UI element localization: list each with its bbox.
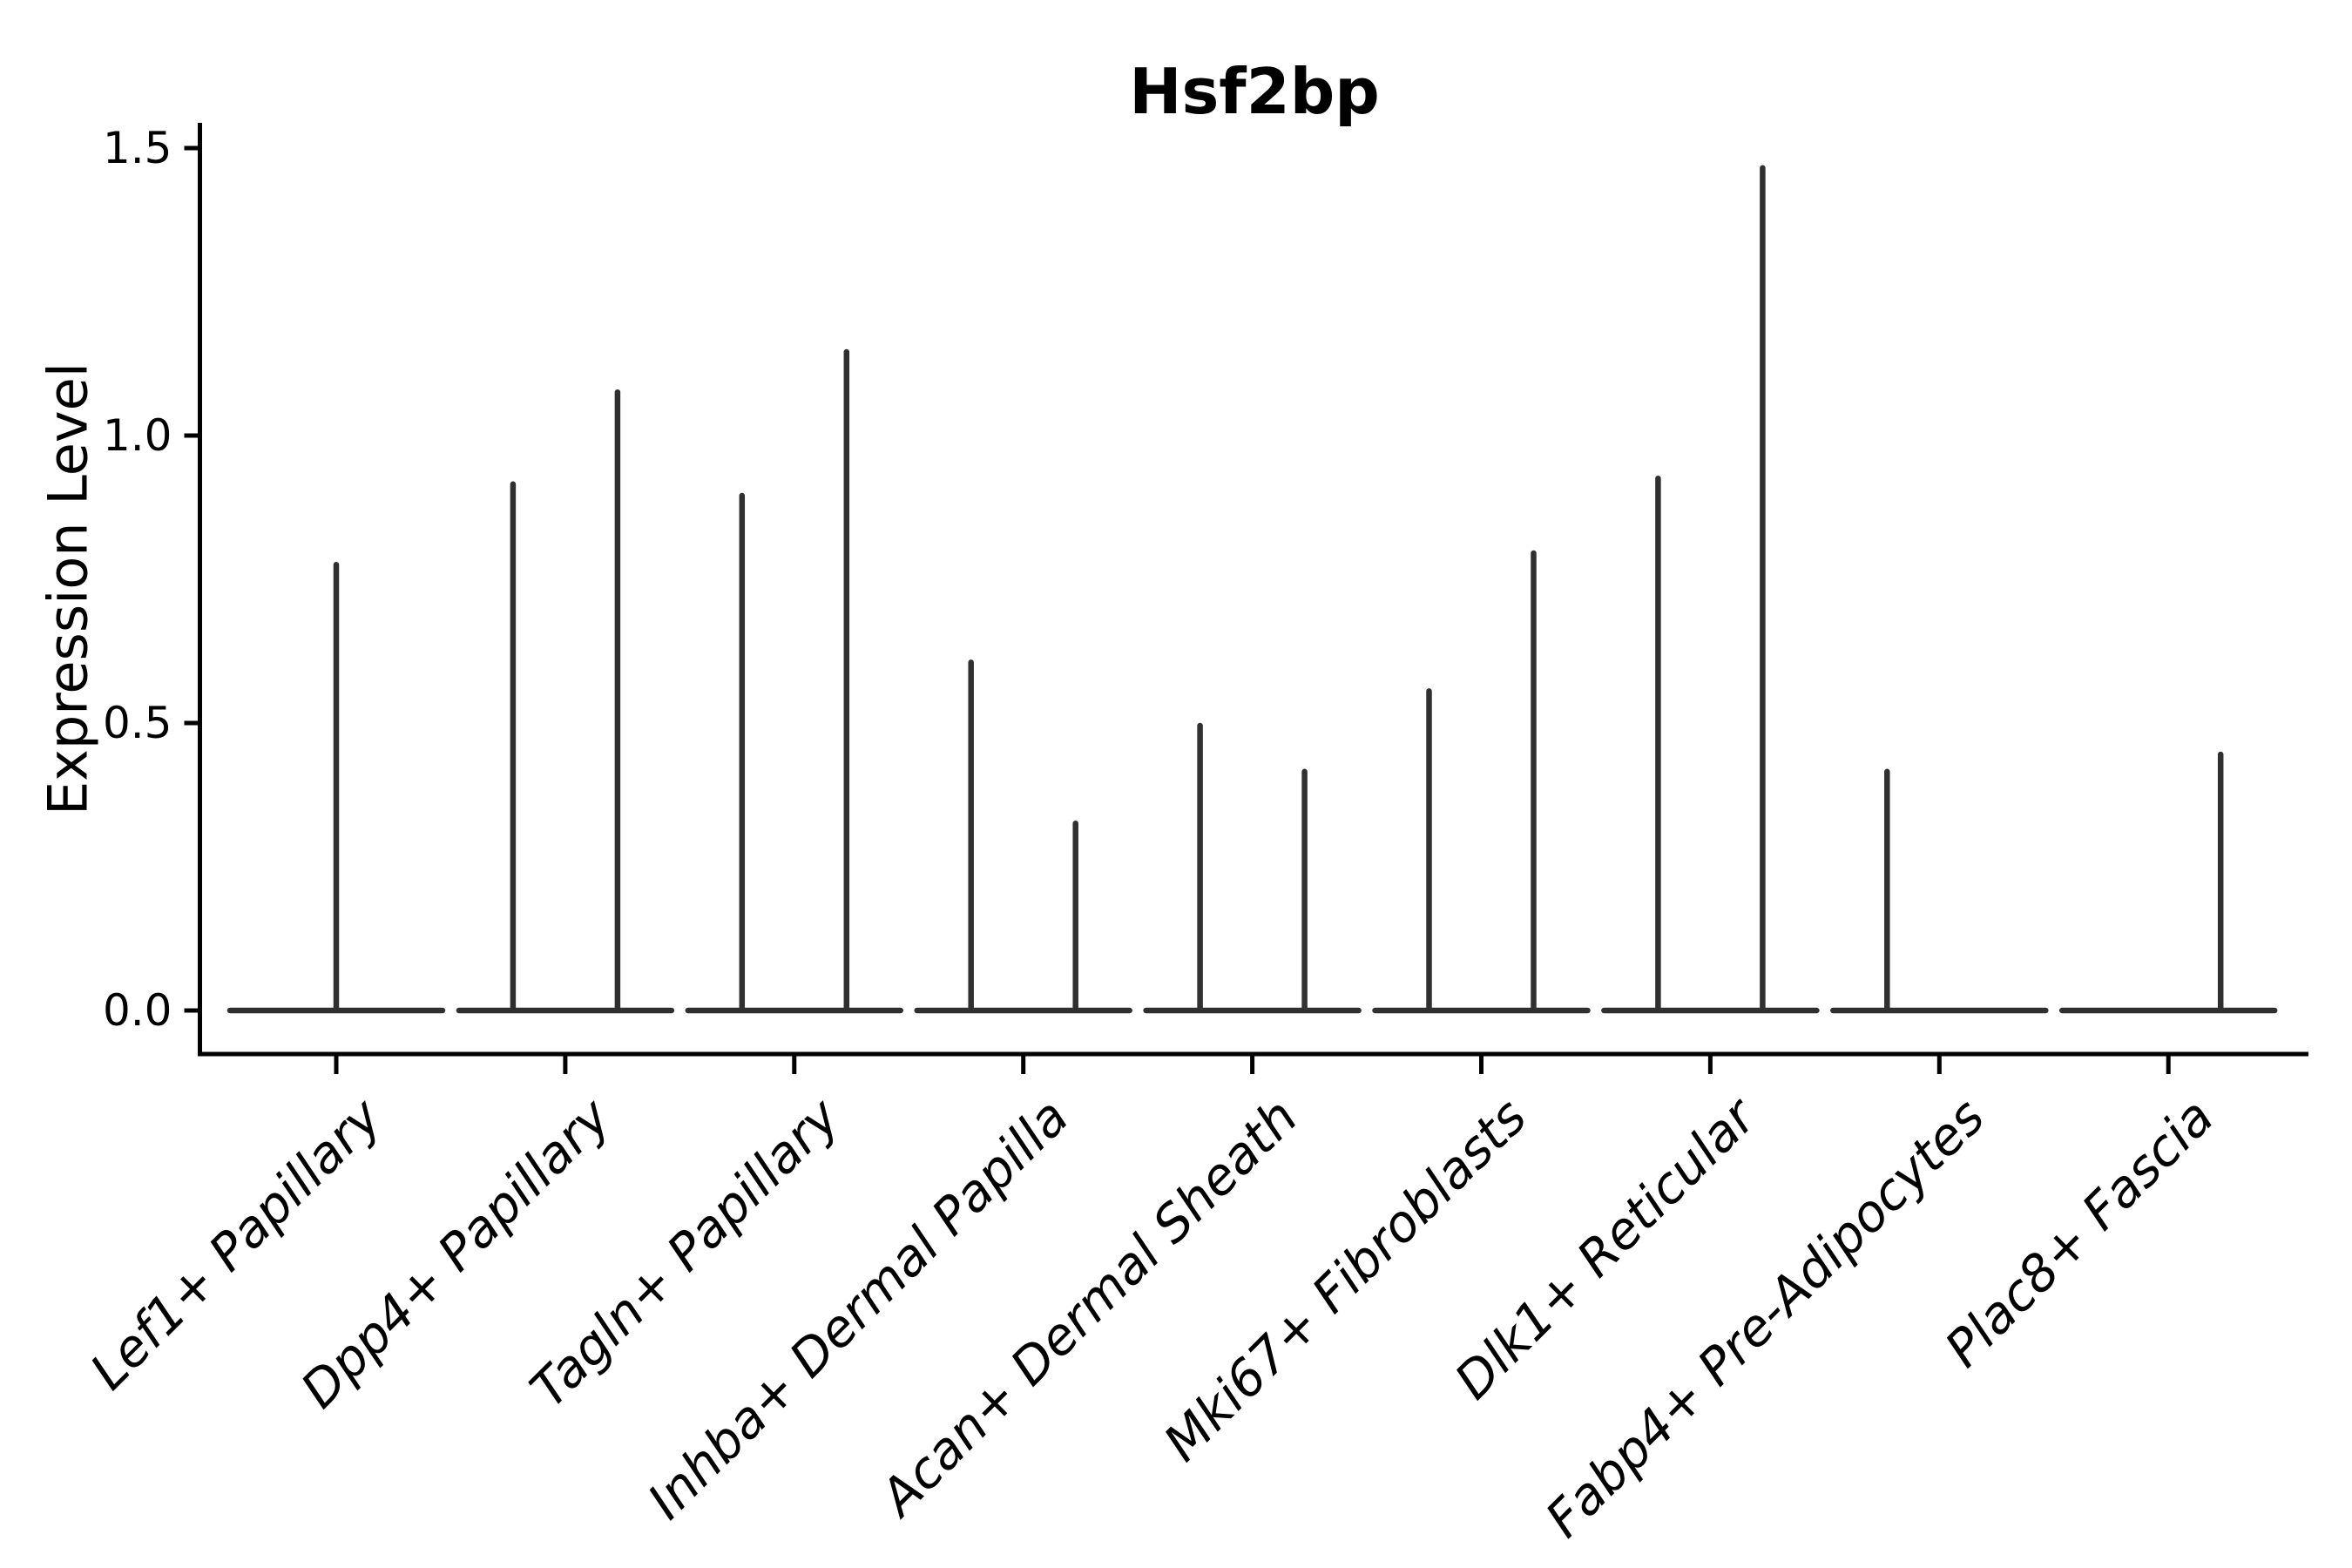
x-category-label: Inhba+ Dermal Papilla	[636, 1087, 1079, 1531]
chart-title: Hsf2bp	[1129, 55, 1380, 128]
y-tick-label: 1.5	[103, 123, 172, 173]
y-axis-label: Expression Level	[36, 362, 100, 815]
y-tick-label: 0.5	[103, 698, 172, 748]
x-category-label: Acan+ Dermal Sheath	[867, 1087, 1309, 1530]
y-tick-label: 1.0	[103, 410, 172, 461]
x-category-label: Fabp4+ Pre-Adipocytes	[1534, 1087, 1996, 1549]
y-tick-label: 0.0	[103, 985, 172, 1036]
